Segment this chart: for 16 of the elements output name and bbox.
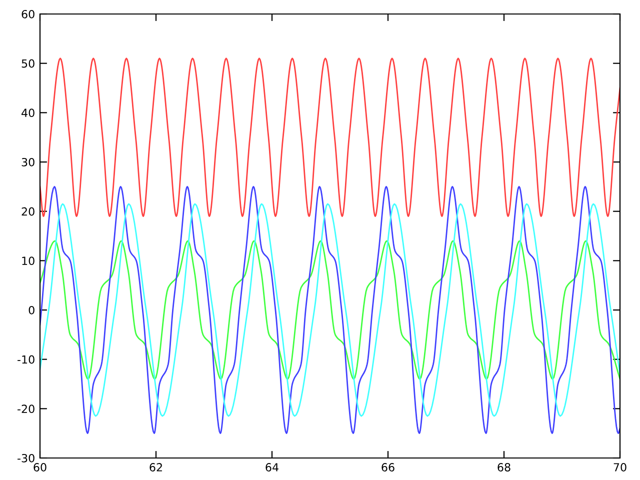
y-tick-label: 10 [22, 256, 34, 266]
y-tick-label: -20 [18, 404, 34, 414]
y-tick-label: 40 [22, 108, 34, 118]
x-tick-label: 62 [150, 463, 162, 472]
x-tick-label: 64 [266, 463, 278, 472]
y-tick-label: -10 [18, 355, 34, 364]
y-tick-label: 30 [22, 158, 34, 166]
y-tick-label: 0 [28, 306, 34, 314]
x-tick-label: 66 [382, 463, 394, 472]
y-tick-label: 20 [22, 207, 34, 216]
y-tick-label: 60 [22, 10, 34, 18]
y-tick-label: 50 [22, 59, 34, 68]
x-tick-label: 70 [614, 463, 626, 472]
x-tick-label: 68 [498, 463, 510, 472]
y-tick-label: -30 [18, 454, 34, 462]
x-tick-label: 60 [34, 463, 46, 472]
